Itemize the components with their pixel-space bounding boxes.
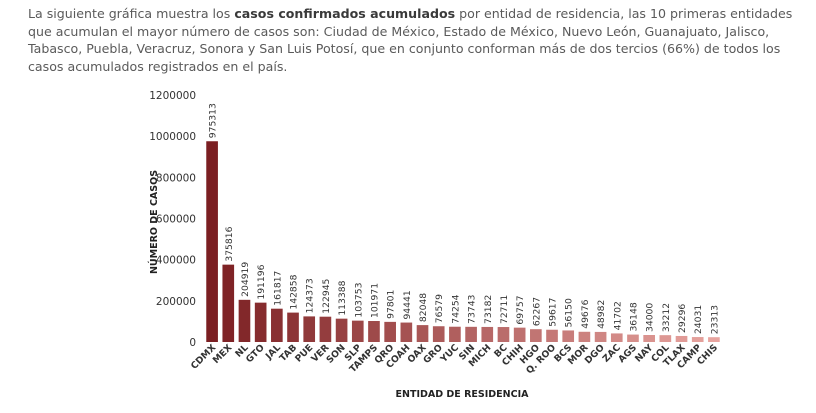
bar-slp [351, 320, 364, 342]
bar-dgo [594, 331, 607, 342]
value-label: 76579 [434, 294, 445, 323]
bar-qroo [546, 329, 558, 342]
category-labels-group: CDMXMEXNLGTOJALTABPUEVERSONSLPTAMPSQROCO… [189, 342, 720, 376]
bar-gro [432, 326, 445, 342]
value-label: 124373 [305, 278, 316, 313]
value-label: 142858 [289, 274, 300, 309]
y-tick-label: 1000000 [149, 131, 196, 143]
bar-son [335, 318, 348, 342]
y-tick-label: 600000 [156, 214, 196, 226]
bar-pue [303, 316, 316, 342]
value-label: 94441 [402, 290, 413, 319]
value-label: 29296 [677, 304, 688, 333]
y-tick-label: 0 [189, 337, 196, 349]
value-label: 103753 [353, 282, 364, 317]
value-label: 62267 [531, 297, 542, 326]
bar-cdmx [206, 141, 218, 342]
bar-jal [271, 308, 283, 342]
bar-col [659, 335, 672, 342]
value-label: 101971 [369, 283, 380, 318]
value-label: 74254 [450, 294, 461, 323]
value-label: 56150 [564, 298, 575, 327]
y-tick-label: 1200000 [149, 90, 196, 102]
bar-oax [416, 325, 429, 342]
value-label: 191196 [256, 264, 267, 299]
value-label: 122945 [321, 278, 332, 313]
value-labels-group: 975313 375816 204919 191196 161817 142858 1243… [208, 103, 721, 334]
value-label: 82048 [418, 293, 429, 322]
value-label: 97801 [386, 290, 397, 319]
bar-coah [400, 322, 413, 342]
x-axis-title: ENTIDAD DE RESIDENCIA [396, 389, 530, 400]
value-label: 34000 [645, 303, 656, 332]
value-label: 23313 [709, 305, 720, 334]
bar-nay [643, 335, 655, 342]
bar-yuc [449, 326, 461, 342]
value-label: 975313 [208, 103, 219, 138]
bar-mich [481, 326, 494, 342]
bar-ver [319, 316, 332, 342]
value-label: 49676 [580, 299, 591, 328]
bar-mor [578, 331, 591, 342]
value-label: 24031 [693, 305, 704, 334]
y-tick-label: 200000 [156, 296, 196, 308]
bar-sin [465, 326, 477, 342]
bar-zac [610, 333, 623, 342]
bar-chih [513, 327, 526, 342]
value-label: 69757 [515, 295, 526, 324]
y-axis-title: NÚMERO DE CASOS [148, 170, 160, 274]
bar-qro [384, 321, 396, 342]
bar-bcs [562, 330, 575, 342]
intro-text-before: La siguiente gráfica muestra los [28, 6, 235, 21]
bar-gto [254, 302, 267, 342]
value-label: 73182 [483, 295, 494, 324]
bar-tlax [675, 335, 688, 342]
intro-text-bold: casos confirmados acumulados [234, 6, 456, 21]
bar-mex [222, 264, 235, 342]
value-label: 161817 [272, 270, 283, 305]
value-label: 375816 [224, 226, 235, 261]
intro-text-after: por entidad de residencia, las 10 primer… [28, 6, 793, 74]
value-label: 113388 [337, 280, 348, 315]
bars-group [206, 141, 720, 342]
value-label: 36148 [628, 302, 639, 331]
bar-tab [287, 312, 299, 342]
category-label: MEX [211, 342, 235, 366]
intro-paragraph: La siguiente gráfica muestra los casos c… [28, 5, 793, 75]
bar-tamps [368, 321, 380, 342]
y-axis: 0 200000 400000 600000 800000 1000000 1200000 [149, 90, 196, 349]
value-label: 33212 [661, 303, 672, 332]
y-tick-label: 400000 [156, 255, 196, 267]
value-label: 48982 [596, 300, 607, 329]
value-label: 41702 [612, 301, 623, 330]
value-label: 73743 [467, 294, 478, 323]
bar-nl [238, 299, 251, 342]
value-label: 204919 [240, 262, 251, 297]
y-tick-label: 800000 [156, 172, 196, 184]
bar-camp [691, 337, 704, 342]
bar-bc [497, 327, 510, 342]
bar-chis [708, 337, 720, 342]
bar-hgo [530, 329, 542, 342]
value-label: 59617 [548, 297, 559, 326]
bar-ags [627, 334, 639, 342]
value-label: 72711 [499, 295, 510, 324]
